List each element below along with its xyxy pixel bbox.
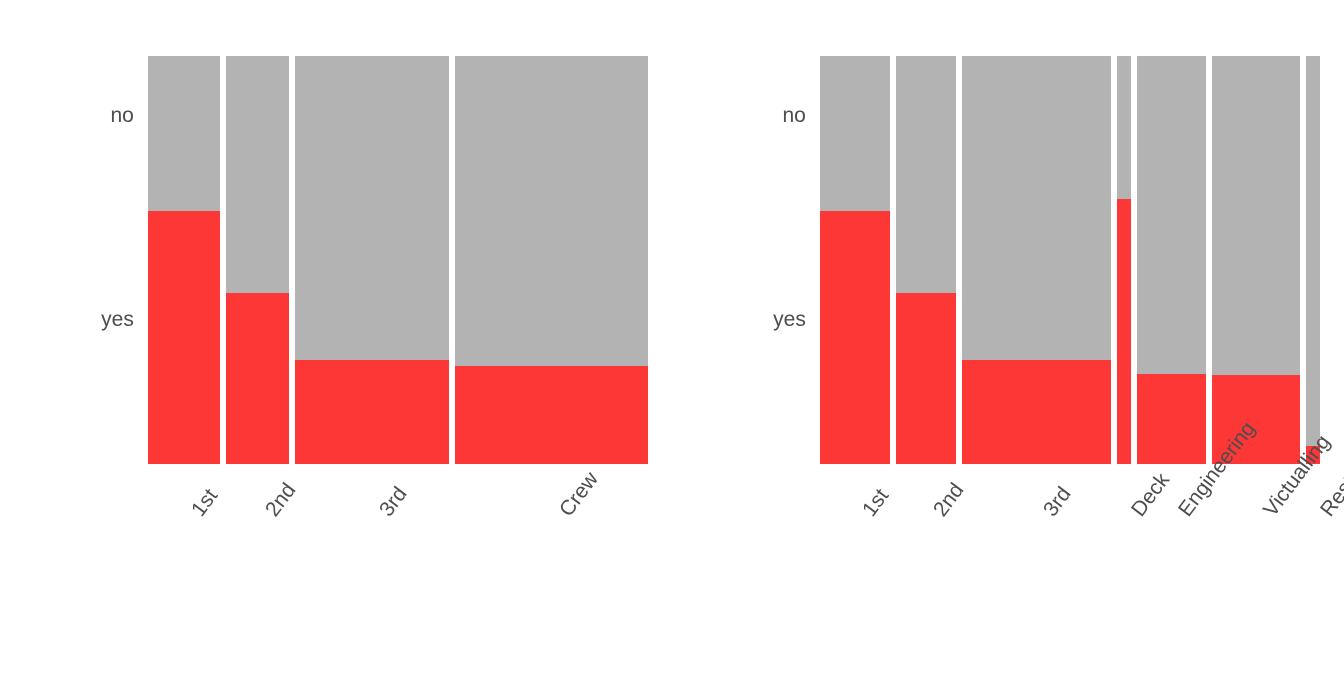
bars-row (820, 56, 1321, 464)
segment-no (962, 56, 1111, 360)
y-axis-labels: no yes (672, 56, 806, 464)
x-axis-label: Deck (1127, 469, 1175, 522)
mosaic-bar (148, 56, 220, 464)
panel-left: no yes 1st 2nd 3rd Crew (0, 0, 672, 672)
segment-no (1117, 56, 1131, 199)
segment-no (820, 56, 890, 211)
segment-no (148, 56, 220, 211)
segment-yes (1117, 199, 1131, 464)
segment-yes (962, 360, 1111, 464)
x-axis-labels: 1st2nd3rdDeckEngineeringVictuallingResta… (820, 497, 1321, 697)
mosaic-bar (1212, 56, 1300, 464)
segment-yes (896, 293, 956, 464)
segment-yes (226, 293, 289, 464)
x-axis-label: 3rd (1039, 483, 1076, 522)
segment-yes (455, 366, 648, 464)
segment-no (1212, 56, 1300, 375)
y-axis-labels: no yes (0, 56, 134, 464)
y-axis-label-yes: yes (773, 308, 806, 332)
x-axis-label: 3rd (375, 483, 412, 522)
y-axis-label-no: no (110, 104, 133, 128)
x-axis-label: 1st (187, 485, 223, 522)
panels-container: noyes1st2nd3rdCrew noyes1st2nd3rdDeckEng… (0, 0, 1344, 672)
y-axis-label-no: no (782, 104, 805, 128)
segment-yes (295, 360, 449, 464)
x-axis-labels: 1st2nd3rdCrew (148, 497, 649, 697)
bars-row (148, 56, 649, 464)
segment-no (455, 56, 648, 366)
mosaic-bar (1137, 56, 1207, 464)
mosaic-bar (1117, 56, 1131, 464)
x-axis-label: 2nd (261, 479, 301, 521)
mosaic-bar (295, 56, 449, 464)
plot-area (148, 56, 649, 464)
x-axis-label: 2nd (929, 479, 969, 521)
segment-yes (1137, 374, 1207, 464)
mosaic-bar (455, 56, 648, 464)
segment-no (226, 56, 289, 293)
segment-yes (820, 211, 890, 464)
segment-yes (148, 211, 220, 464)
x-axis-label: Crew (555, 468, 604, 522)
segment-no (295, 56, 449, 360)
segment-no (896, 56, 956, 293)
panel-right: noyes1st2nd3rdDeckEngineeringVictualling… (672, 0, 1344, 672)
mosaic-bar (962, 56, 1111, 464)
mosaic-bar (820, 56, 890, 464)
mosaic-bar (226, 56, 289, 464)
plot-area (820, 56, 1321, 464)
segment-no (1137, 56, 1207, 374)
mosaic-bar (1306, 56, 1320, 464)
mosaic-bar (896, 56, 956, 464)
x-axis-label: 1st (858, 485, 894, 522)
y-axis-label-yes: yes (101, 308, 134, 332)
segment-no (1306, 56, 1320, 446)
